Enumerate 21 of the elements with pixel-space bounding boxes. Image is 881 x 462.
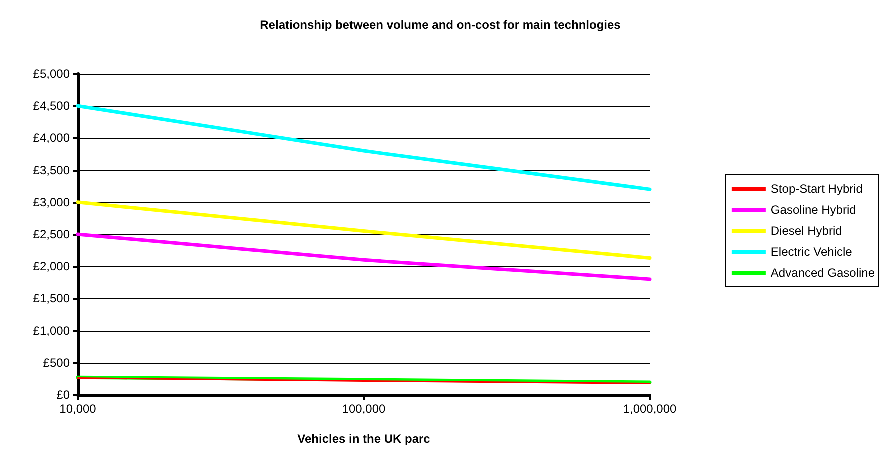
y-tick-label: £0 bbox=[56, 388, 70, 402]
x-tick-label: 10,000 bbox=[60, 402, 97, 416]
legend-label: Stop-Start Hybrid bbox=[770, 182, 863, 196]
legend-label: Gasoline Hybrid bbox=[770, 203, 856, 217]
y-tick-label: £5,000 bbox=[33, 67, 70, 81]
chart-title: Relationship between volume and on-cost for main technlogies bbox=[260, 18, 622, 32]
y-tick-label: £3,500 bbox=[33, 163, 70, 178]
x-tick-label: 100,000 bbox=[342, 402, 386, 416]
y-tick-label: £3,000 bbox=[33, 195, 70, 210]
y-tick-label: £1,000 bbox=[33, 324, 70, 338]
y-tick-label: £2,500 bbox=[33, 228, 70, 242]
legend-label: Advanced Gasoline bbox=[770, 266, 876, 280]
x-tick-label: 1,000,000 bbox=[623, 402, 678, 416]
legend-label: Electric Vehicle bbox=[770, 245, 853, 259]
y-tick-label: £4,500 bbox=[33, 99, 70, 114]
y-tick-label: £500 bbox=[43, 356, 70, 370]
x-axis-title: Vehicles in the UK parc bbox=[298, 432, 431, 446]
y-tick-label: £2,000 bbox=[33, 260, 70, 274]
y-tick-label: £1,500 bbox=[33, 292, 70, 306]
y-tick-label: £4,000 bbox=[33, 131, 70, 146]
legend-label: Diesel Hybrid bbox=[770, 224, 842, 238]
